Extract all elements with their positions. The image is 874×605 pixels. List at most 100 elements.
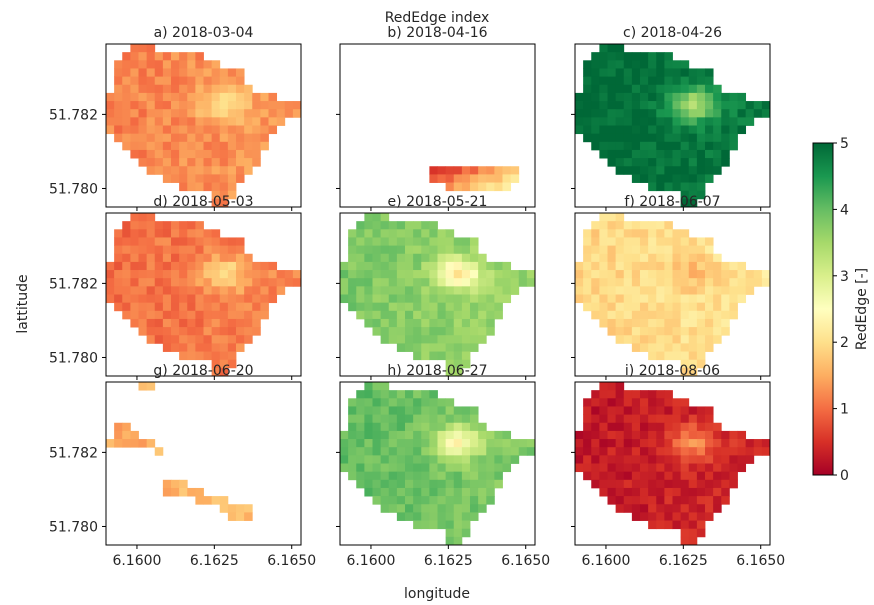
heatmap-cell: [437, 286, 447, 295]
heatmap-cell: [413, 512, 422, 521]
heatmap-cell: [413, 430, 422, 440]
heatmap-cell: [656, 174, 665, 183]
heatmap-cell: [372, 213, 382, 222]
heatmap-cell: [713, 286, 722, 295]
heatmap-cell: [705, 158, 714, 167]
heatmap-cell: [260, 125, 269, 135]
heatmap-cell: [203, 149, 213, 159]
heatmap-cell: [292, 278, 302, 287]
heatmap-cell: [648, 117, 657, 126]
heatmap-cell: [640, 237, 649, 246]
heatmap-cell: [203, 310, 213, 320]
heatmap-cell: [737, 439, 747, 448]
heatmap-cell: [510, 278, 520, 287]
heatmap-cell: [623, 455, 633, 464]
heatmap-cell: [688, 237, 698, 246]
heatmap-cell: [162, 487, 172, 497]
heatmap-cell: [615, 487, 625, 497]
heatmap-cell: [388, 496, 398, 505]
heatmap-cell: [388, 245, 398, 255]
heatmap-cell: [607, 455, 617, 464]
heatmap-cell: [445, 398, 455, 407]
panel-title: b) 2018-04-16: [387, 25, 487, 41]
heatmap-cell: [470, 278, 479, 287]
heatmap-cell: [461, 182, 471, 192]
heatmap-cell: [171, 286, 180, 295]
heatmap-cell: [680, 335, 690, 344]
heatmap-cell: [461, 447, 471, 456]
heatmap-cell: [146, 101, 156, 110]
heatmap-cell: [413, 455, 422, 464]
heatmap-cell: [696, 158, 706, 167]
heatmap-cell: [607, 439, 617, 448]
heatmap-cell: [138, 68, 148, 77]
heatmap-cell: [445, 504, 455, 513]
heatmap-cell: [211, 166, 221, 175]
heatmap-cell: [187, 286, 196, 295]
heatmap-cell: [162, 229, 172, 238]
heatmap-cell: [227, 158, 237, 167]
heatmap-cell: [162, 253, 172, 263]
heatmap-cell: [656, 335, 665, 344]
heatmap-cell: [607, 237, 617, 246]
heatmap-cell: [672, 439, 682, 448]
heatmap-cell: [591, 278, 600, 287]
heatmap-cell: [203, 237, 213, 246]
heatmap-cell: [219, 302, 229, 312]
heatmap-cell: [680, 302, 690, 312]
heatmap-cell: [138, 310, 148, 320]
heatmap-cell: [195, 496, 204, 505]
heatmap-cell: [130, 245, 139, 255]
heatmap-cell: [705, 447, 714, 456]
heatmap-cell: [696, 101, 706, 110]
heatmap-cell: [656, 261, 665, 271]
heatmap-cell: [203, 125, 213, 135]
heatmap-cell: [445, 270, 455, 279]
heatmap-cell: [453, 359, 463, 369]
heatmap-cell: [729, 455, 738, 464]
heatmap-cell: [219, 125, 229, 135]
heatmap-cell: [705, 278, 714, 287]
heatmap-cell: [372, 496, 382, 505]
heatmap-cell: [680, 520, 690, 530]
heatmap-cell: [276, 101, 286, 110]
heatmap-cell: [591, 92, 600, 102]
heatmap-cell: [526, 278, 536, 287]
heatmap-cell: [721, 455, 730, 464]
heatmap-cell: [413, 335, 422, 344]
heatmap-cell: [364, 278, 373, 287]
heatmap-cell: [696, 414, 706, 424]
heatmap-cell: [260, 294, 269, 304]
heatmap-cell: [179, 158, 188, 167]
heatmap-cell: [421, 302, 430, 312]
heatmap-cell: [664, 463, 673, 473]
heatmap-cell: [244, 286, 253, 295]
heatmap-cell: [146, 382, 156, 391]
heatmap-cell: [486, 479, 495, 489]
x-tick-label: 6.1600: [112, 553, 161, 569]
heatmap-cell: [356, 479, 365, 489]
heatmap-cell: [470, 327, 479, 336]
heatmap-cell: [236, 245, 245, 255]
heatmap-cell: [405, 278, 414, 287]
heatmap-cell: [162, 141, 172, 151]
heatmap-cell: [591, 229, 600, 238]
heatmap-cell: [696, 286, 706, 295]
heatmap-cell: [680, 125, 690, 135]
heatmap-cell: [122, 76, 131, 86]
heatmap-cell: [615, 414, 625, 424]
axes-frame: [339, 43, 536, 208]
heatmap-cell: [705, 455, 714, 464]
heatmap-cell: [640, 310, 649, 320]
heatmap-cell: [154, 286, 164, 295]
heatmap-cell: [664, 52, 673, 61]
heatmap-cell: [494, 310, 503, 320]
heatmap-cell: [664, 310, 673, 320]
heatmap-cell: [478, 261, 487, 271]
heatmap-cell: [607, 68, 617, 77]
heatmap-cell: [599, 44, 608, 53]
heatmap-cell: [705, 166, 714, 175]
heatmap-cell: [219, 92, 229, 102]
heatmap-cell: [461, 359, 471, 369]
heatmap-cell: [154, 261, 164, 271]
